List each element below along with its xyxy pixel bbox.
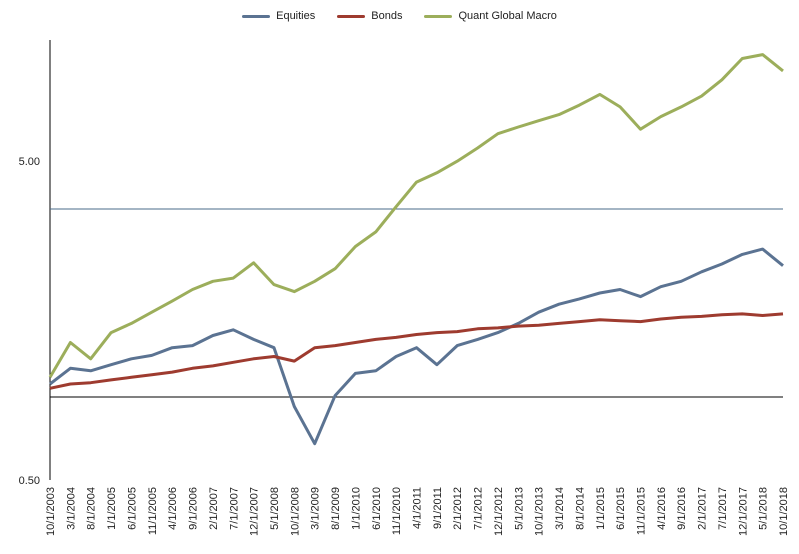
- x-tick-label: 1/1/2005: [106, 487, 118, 530]
- x-tick-label: 9/1/2011: [432, 487, 444, 529]
- x-tick-label: 6/1/2005: [126, 487, 138, 530]
- x-tick-label: 9/1/2006: [188, 487, 200, 530]
- x-tick-label: 7/1/2012: [473, 487, 485, 530]
- legend-item-equities: Equities: [242, 10, 315, 22]
- x-tick-label: 11/1/2010: [391, 487, 403, 535]
- x-tick-label: 7/1/2007: [228, 487, 240, 530]
- x-tick-label: 10/1/2013: [534, 487, 546, 536]
- x-tick-label: 7/1/2017: [717, 487, 729, 530]
- series-line-quant-global-macro: [48, 53, 784, 379]
- x-tick-label: 8/1/2009: [330, 487, 342, 530]
- x-tick-label: 8/1/2004: [86, 487, 98, 530]
- x-tick-label: 12/1/2017: [737, 487, 749, 536]
- legend-swatch-quant-global-macro: [424, 14, 453, 18]
- legend-label-equities: Equities: [276, 10, 316, 22]
- x-tick-label: 4/1/2006: [167, 487, 179, 530]
- x-tick-label: 3/1/2009: [310, 487, 322, 530]
- legend-label-bonds: Bonds: [371, 10, 403, 22]
- x-tick-label: 5/1/2018: [758, 487, 770, 530]
- x-tick-label: 10/1/2018: [778, 487, 790, 536]
- x-tick-label: 12/1/2007: [249, 487, 261, 536]
- y-tick-label: 5.00: [19, 156, 40, 168]
- x-tick-label: 1/1/2010: [350, 487, 362, 530]
- x-tick-label: 4/1/2011: [412, 487, 424, 529]
- x-tick-label: 8/1/2014: [574, 487, 586, 530]
- x-tick-label: 10/1/2008: [289, 487, 301, 536]
- x-tick-label: 1/1/2015: [595, 487, 607, 530]
- x-tick-label: 5/1/2013: [513, 487, 525, 530]
- x-tick-label: 2/1/2017: [697, 487, 709, 530]
- x-tick-label: 10/1/2003: [45, 487, 57, 536]
- x-tick-label: 6/1/2010: [371, 487, 383, 530]
- x-tick-label: 11/1/2005: [147, 487, 159, 535]
- legend: Equities Bonds Quant Global Macro: [0, 10, 799, 22]
- x-tick-label: 2/1/2012: [452, 487, 464, 530]
- legend-item-bonds: Bonds: [337, 10, 402, 22]
- legend-swatch-equities: [242, 14, 271, 18]
- x-tick-label: 3/1/2004: [65, 487, 77, 530]
- x-tick-label: 6/1/2015: [615, 487, 627, 530]
- x-tick-label: 2/1/2007: [208, 487, 220, 530]
- x-tick-label: 9/1/2016: [676, 487, 688, 530]
- legend-label-quant-global-macro: Quant Global Macro: [458, 10, 557, 22]
- x-tick-label: 4/1/2016: [656, 487, 668, 530]
- x-tick-label: 12/1/2012: [493, 487, 505, 536]
- x-tick-label: 5/1/2008: [269, 487, 281, 530]
- x-tick-label: 11/1/2015: [635, 487, 647, 535]
- y-tick-label: 0.50: [19, 475, 40, 487]
- x-tick-label: 3/1/2014: [554, 487, 566, 530]
- series-line-equities: [49, 247, 784, 446]
- series-line-bonds: [49, 312, 784, 390]
- legend-swatch-bonds: [337, 14, 366, 18]
- legend-item-quant-global-macro: Quant Global Macro: [424, 10, 557, 22]
